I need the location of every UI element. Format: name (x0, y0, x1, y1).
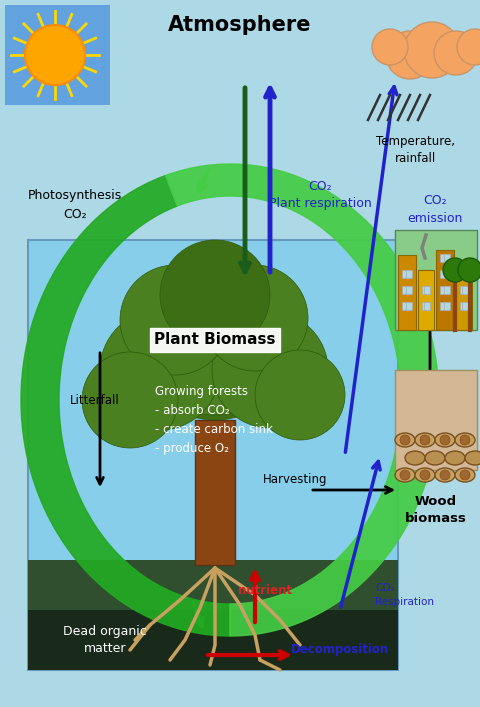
Polygon shape (166, 164, 439, 636)
Bar (444, 302, 450, 310)
Ellipse shape (455, 433, 475, 447)
Ellipse shape (415, 468, 435, 482)
Bar (460, 286, 466, 294)
Bar (456, 275, 472, 330)
Bar (440, 286, 446, 294)
Circle shape (82, 352, 178, 448)
Bar (28, 560, 398, 670)
Circle shape (457, 29, 480, 65)
Circle shape (100, 310, 220, 430)
Bar (440, 254, 446, 262)
Bar (424, 302, 430, 310)
Bar (28, 240, 398, 670)
Circle shape (458, 258, 480, 282)
Bar (406, 302, 412, 310)
Circle shape (443, 258, 467, 282)
Bar (444, 286, 450, 294)
Bar (28, 610, 398, 670)
Bar (402, 270, 408, 278)
Ellipse shape (395, 468, 415, 482)
Bar (406, 270, 412, 278)
Circle shape (440, 435, 450, 445)
Circle shape (202, 265, 308, 371)
Circle shape (404, 22, 460, 78)
Text: Decomposition: Decomposition (291, 643, 389, 657)
Text: nutrient: nutrient (238, 583, 292, 597)
Text: CO₂
Respiration: CO₂ Respiration (375, 583, 434, 607)
Bar (402, 302, 408, 310)
Circle shape (434, 31, 478, 75)
Bar (462, 302, 468, 310)
Circle shape (386, 31, 434, 79)
Bar (462, 286, 468, 294)
Circle shape (140, 265, 290, 415)
Text: Wood
biomass: Wood biomass (405, 495, 467, 525)
Ellipse shape (435, 433, 455, 447)
Text: Temperature,
rainfall: Temperature, rainfall (375, 134, 455, 165)
Ellipse shape (405, 451, 425, 465)
Circle shape (400, 470, 410, 480)
Ellipse shape (425, 451, 445, 465)
Polygon shape (21, 175, 230, 636)
Ellipse shape (465, 451, 480, 465)
Bar (406, 286, 412, 294)
Circle shape (255, 350, 345, 440)
Ellipse shape (455, 468, 475, 482)
Text: CO₂
emission: CO₂ emission (408, 194, 463, 226)
Bar (422, 302, 428, 310)
Circle shape (460, 470, 470, 480)
Text: Harvesting: Harvesting (263, 474, 327, 486)
Text: Growing forests
- absorb CO₂
- create carbon sink
- produce O₂: Growing forests - absorb CO₂ - create ca… (155, 385, 273, 455)
Circle shape (460, 435, 470, 445)
Ellipse shape (395, 433, 415, 447)
Bar (440, 270, 446, 278)
Bar (444, 270, 450, 278)
Circle shape (440, 470, 450, 480)
Ellipse shape (445, 451, 465, 465)
Text: CO₂
Plant respiration: CO₂ Plant respiration (269, 180, 372, 211)
Ellipse shape (415, 433, 435, 447)
Bar (395, 230, 477, 330)
Circle shape (160, 240, 270, 350)
Text: Plant Biomass: Plant Biomass (154, 332, 276, 348)
Bar (422, 286, 428, 294)
Circle shape (25, 25, 85, 85)
Circle shape (372, 29, 408, 65)
Bar (398, 255, 416, 330)
Circle shape (420, 470, 430, 480)
Text: Dead organic
matter: Dead organic matter (63, 624, 147, 655)
Bar (444, 254, 450, 262)
Bar (5, 5, 110, 105)
Ellipse shape (435, 468, 455, 482)
Circle shape (120, 265, 230, 375)
Bar (195, 420, 235, 565)
Circle shape (420, 435, 430, 445)
Text: Atmosphere: Atmosphere (168, 15, 312, 35)
Bar (424, 286, 430, 294)
Bar (418, 270, 434, 330)
Text: Litterfall: Litterfall (70, 394, 120, 407)
Bar (402, 286, 408, 294)
Circle shape (400, 435, 410, 445)
Text: Photosynthesis
CO₂: Photosynthesis CO₂ (28, 189, 122, 221)
Bar (440, 302, 446, 310)
Circle shape (212, 312, 328, 428)
Circle shape (135, 260, 295, 420)
Bar (436, 250, 454, 330)
Bar (460, 302, 466, 310)
Bar (395, 370, 477, 470)
